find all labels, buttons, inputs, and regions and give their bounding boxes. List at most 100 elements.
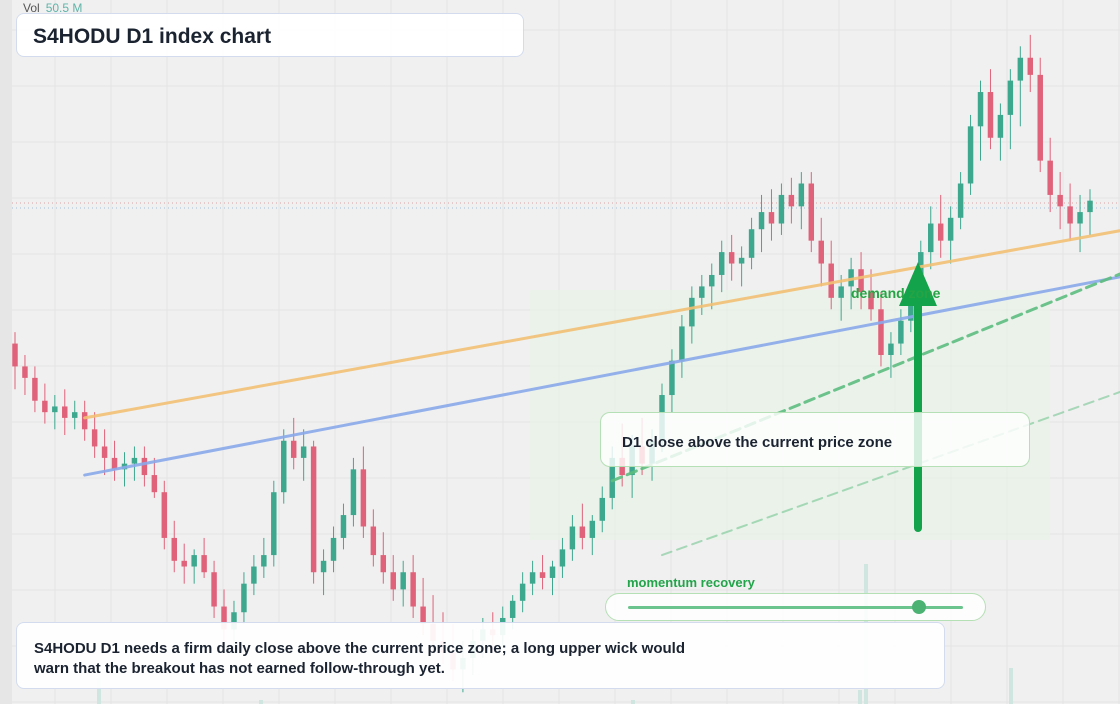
candle-down [937, 223, 944, 241]
volume-readout: Vol 50.5 M [23, 1, 82, 15]
candle-up [778, 194, 785, 224]
candle-down [788, 194, 795, 207]
candle-down [221, 606, 227, 630]
candle-up [529, 572, 536, 584]
volume-value: 50.5 M [45, 1, 83, 15]
candle-up [400, 572, 406, 590]
candle-up [609, 457, 615, 498]
candle-up [957, 183, 964, 218]
candle-up [679, 326, 685, 361]
volume-label: Vol [23, 1, 40, 15]
candle-down [828, 263, 834, 298]
candle-up [52, 406, 58, 413]
candle-down [91, 429, 98, 447]
chart-title-card: S4HODU D1 index chart [16, 13, 524, 57]
candle-down [201, 555, 207, 573]
candle-up [928, 223, 934, 253]
candle-up [908, 297, 914, 321]
candle-down [858, 269, 864, 293]
candle-up [509, 600, 516, 618]
candle-up [738, 257, 745, 264]
candle-down [161, 492, 168, 538]
candle-up [1087, 200, 1093, 213]
candle-down [1057, 194, 1063, 207]
momentum-label: momentum recovery [627, 575, 755, 590]
candle-down [310, 446, 317, 573]
demand-zone-label: demand zone [851, 285, 941, 301]
candle-up [689, 297, 695, 327]
candle-up [977, 92, 984, 127]
candle-up [947, 217, 954, 241]
candle-up [519, 583, 526, 601]
candle-up [967, 126, 974, 184]
volume-bar [631, 700, 635, 704]
candle-up [271, 492, 277, 556]
candle-down [1027, 57, 1034, 75]
candle-down [410, 572, 416, 607]
candle-down [42, 400, 48, 413]
candle-down [81, 412, 88, 430]
momentum-slider[interactable] [605, 593, 986, 621]
candle-down [211, 572, 217, 607]
candle-down [390, 572, 396, 590]
candle-down [12, 343, 18, 367]
candle-down [111, 457, 118, 470]
candle-down [171, 537, 177, 561]
analysis-note-card: S4HODU D1 needs a firm daily close above… [16, 622, 945, 689]
candle-up [231, 612, 237, 630]
candle-up [997, 114, 1004, 138]
candle-up [748, 229, 755, 258]
candle-down [141, 457, 148, 476]
candle-up [838, 286, 844, 298]
candle-up [569, 526, 576, 550]
candle-down [181, 560, 187, 567]
candle-up [1007, 80, 1014, 115]
momentum-knob[interactable] [912, 600, 927, 614]
candle-up [718, 252, 725, 275]
candle-down [1067, 206, 1073, 224]
volume-bar [858, 690, 862, 704]
candle-down [728, 252, 735, 264]
price-zone-callout: D1 close above the current price zone [600, 412, 1030, 467]
candle-up [549, 566, 556, 578]
candle-up [898, 320, 904, 344]
candle-down [151, 475, 158, 493]
candle-down [1037, 74, 1043, 161]
candle-up [669, 360, 675, 396]
candle-up [320, 560, 327, 573]
candle-down [290, 440, 297, 458]
candle-down [370, 526, 377, 556]
candle-up [300, 446, 307, 458]
candle-down [878, 309, 884, 355]
candle-up [599, 497, 606, 521]
candle-up [340, 515, 347, 538]
candle-down [32, 377, 38, 401]
candle-up [709, 274, 715, 287]
candle-down [987, 92, 994, 138]
candle-down [22, 366, 28, 378]
left-axis-strip [0, 0, 12, 704]
breakout-arrow-head [899, 262, 937, 306]
candle-down [62, 406, 68, 418]
candle-up [330, 537, 337, 561]
candle-up [131, 457, 138, 464]
lower-band-line [83, 275, 1120, 477]
candle-up [251, 566, 257, 584]
callout-text: D1 close above the current price zone [622, 434, 893, 451]
volume-bar [259, 700, 263, 704]
candle-down [868, 292, 874, 310]
candle-up [281, 440, 287, 493]
candle-down [420, 606, 426, 624]
upper-band-line [83, 229, 1120, 420]
candle-up [758, 212, 765, 230]
chart-title: S4HODU D1 index chart [33, 25, 272, 48]
candle-up [589, 520, 596, 538]
candle-down [360, 469, 367, 527]
candle-down [818, 240, 824, 264]
candle-down [768, 212, 775, 224]
candle-down [808, 183, 815, 241]
candle-down [101, 446, 108, 458]
candle-up [261, 555, 267, 567]
candle-down [539, 572, 546, 578]
candle-up [888, 343, 894, 355]
